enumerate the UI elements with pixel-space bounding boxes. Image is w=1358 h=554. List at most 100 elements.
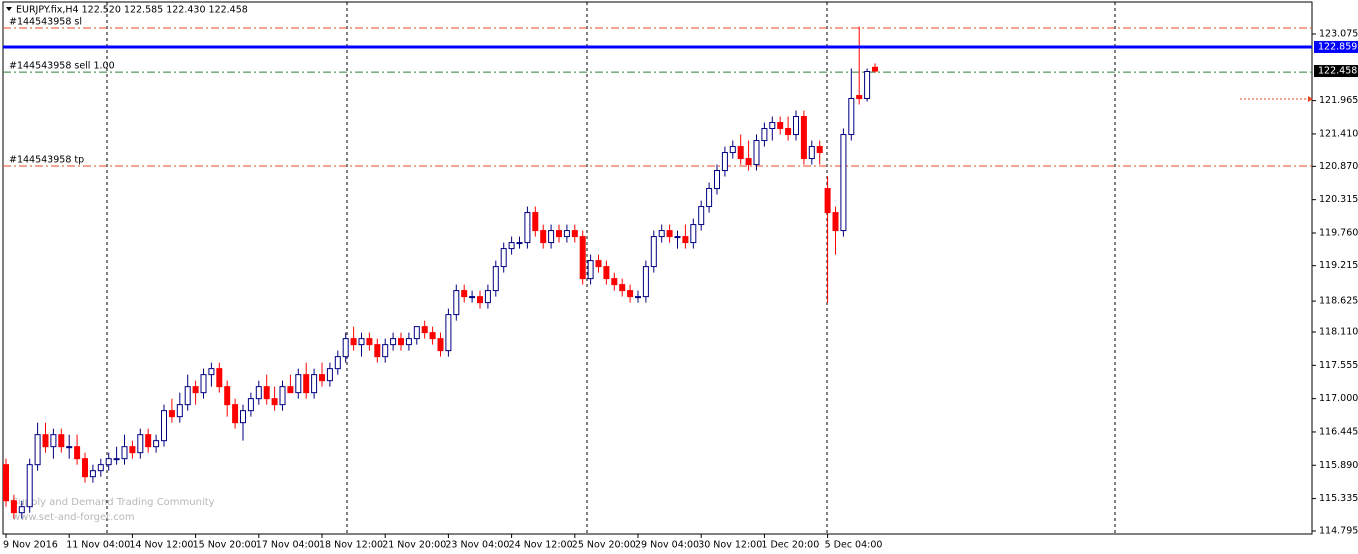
candle-body: [89, 470, 96, 478]
candle-body: [714, 170, 720, 190]
candle-body: [137, 434, 144, 454]
candle-body: [129, 446, 136, 454]
y-tick-label: 117.000: [1319, 393, 1358, 404]
candle-body: [872, 66, 878, 72]
candle-body: [279, 386, 286, 406]
candle-body: [224, 386, 231, 406]
x-tick-label: 17 Nov 04:00: [256, 540, 320, 551]
candle-body: [540, 230, 547, 244]
candle-body: [184, 386, 191, 406]
candle-body: [745, 158, 752, 166]
y-tick-label: 118.625: [1319, 296, 1358, 307]
candle-body: [484, 290, 491, 304]
y-tick-label: 121.410: [1319, 128, 1358, 139]
candle-body: [208, 368, 215, 376]
candle-body: [74, 446, 81, 460]
candle-body: [232, 404, 239, 424]
x-tick-label: 9 Nov 2016: [3, 540, 58, 551]
candle-body: [50, 434, 57, 448]
candle-body: [777, 122, 784, 130]
candle-body: [532, 212, 539, 232]
candle-body: [500, 248, 507, 268]
candle-body: [603, 266, 610, 280]
candle-body: [698, 206, 705, 226]
candle-body: [729, 146, 736, 154]
y-tick-label: 115.890: [1319, 460, 1358, 471]
candle-body: [287, 386, 294, 394]
x-tick-label: 24 Nov 12:00: [509, 540, 573, 551]
x-tick-label: 18 Nov 12:00: [319, 540, 383, 551]
y-tick-label: 123.075: [1319, 28, 1358, 39]
candle-body: [508, 242, 515, 250]
candle-body: [429, 332, 436, 340]
y-tick-label: 120.315: [1319, 194, 1358, 205]
candle-body: [548, 230, 555, 244]
candle-body: [97, 464, 104, 472]
candle-body: [769, 122, 776, 130]
candle-body: [477, 296, 483, 304]
candle-body: [34, 434, 41, 466]
candle-body: [26, 464, 33, 508]
candle-body: [255, 386, 262, 400]
candle-body: [342, 338, 349, 358]
candle-body: [690, 224, 697, 244]
candle-body: [216, 368, 223, 388]
candle-body: [461, 290, 468, 298]
y-tick-label: 115.335: [1319, 493, 1358, 504]
y-tick-label: 117.555: [1319, 360, 1358, 371]
candle-body: [200, 374, 207, 394]
candle-body: [366, 338, 373, 346]
x-tick-label: 15 Nov 20:00: [193, 540, 257, 551]
candle-body: [358, 338, 365, 346]
candle-body: [563, 230, 570, 238]
candle-body: [650, 236, 657, 268]
candle-body: [192, 386, 199, 394]
candle-body: [840, 134, 847, 232]
candle-body: [595, 260, 602, 268]
alert-arrow: [1240, 96, 1313, 102]
candle-body: [658, 230, 665, 238]
candle-body: [793, 116, 799, 136]
candle-body: [453, 290, 460, 316]
y-tick-label: 118.110: [1319, 327, 1358, 338]
candle-body: [524, 212, 531, 244]
x-tick-label: 14 Nov 12:00: [129, 540, 193, 551]
candle-body: [445, 314, 452, 352]
y-tick-label: 116.445: [1319, 426, 1358, 437]
candle-body: [334, 356, 341, 370]
candle-body: [161, 410, 167, 442]
candle-body: [42, 434, 49, 448]
candle-body: [587, 260, 594, 280]
candle-body: [753, 140, 760, 166]
candle-body: [413, 326, 420, 340]
candle-body: [398, 338, 404, 346]
candle-body: [848, 98, 855, 136]
candle-body: [635, 296, 641, 299]
price-box: [1314, 40, 1358, 53]
chart-title: EURJPY.fix,H4 122.520 122.585 122.430 12…: [16, 5, 248, 16]
candle-body: [674, 236, 681, 239]
candle-body: [105, 458, 112, 466]
candle-body: [263, 386, 270, 400]
candle-body: [10, 500, 17, 514]
candle-body: [66, 446, 73, 449]
x-tick-label: 29 Nov 04:00: [635, 540, 699, 551]
candle-body: [271, 398, 278, 406]
candle-body: [295, 374, 302, 394]
candle-body: [556, 230, 562, 238]
y-tick-label: 119.760: [1319, 227, 1358, 238]
candle-body: [611, 278, 618, 286]
candle-body: [240, 410, 246, 424]
candle-body: [121, 446, 128, 460]
watermark: www.set-and-forget.com: [12, 512, 135, 523]
order-label: #144543958 sl: [9, 16, 82, 27]
candle-body: [145, 434, 152, 448]
candle-body: [785, 128, 792, 136]
candles: [3, 26, 878, 519]
x-tick-label: 5 Dec 04:00: [825, 540, 883, 551]
candle-body: [627, 290, 634, 298]
x-tick-label: 23 Nov 04:00: [445, 540, 509, 551]
candle-body: [350, 338, 357, 346]
x-tick-label: 21 Nov 20:00: [382, 540, 446, 551]
candle-body: [824, 188, 831, 214]
